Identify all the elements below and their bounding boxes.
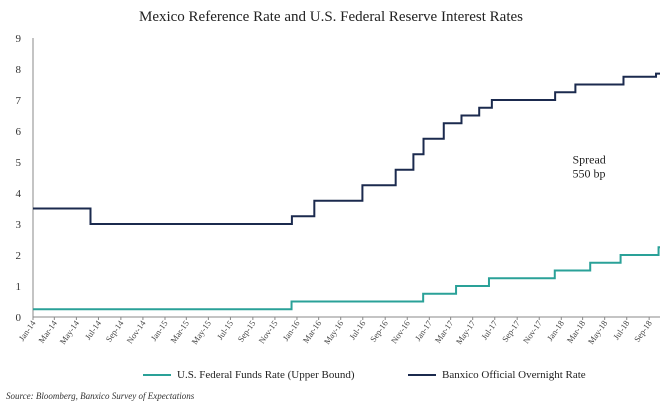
series-line-0 — [33, 246, 660, 311]
x-tick-label: Nov-15 — [256, 318, 279, 345]
x-tick-label: Jul-16 — [347, 318, 367, 341]
y-tick-label: 9 — [16, 33, 22, 45]
y-tick-label: 6 — [16, 126, 22, 138]
x-tick-label: Jul-14 — [83, 318, 104, 342]
x-tick-label: Jan-16 — [280, 318, 301, 342]
y-tick-label: 4 — [16, 188, 22, 200]
x-tick-label: Mar-18 — [565, 318, 588, 344]
x-tick-label: May-18 — [586, 318, 610, 346]
y-tick-label: 2 — [16, 250, 22, 262]
legend-swatch-banxico — [408, 374, 436, 376]
x-tick-label: May-15 — [189, 318, 213, 346]
x-tick-label: Sep-14 — [103, 318, 125, 344]
x-tick-label: May-17 — [454, 318, 478, 346]
x-tick-label: Jul-15 — [215, 318, 235, 341]
source-note: Source: Bloomberg, Banxico Survey of Exp… — [6, 391, 195, 401]
y-tick-label: 8 — [16, 64, 22, 76]
x-tick-label: Nov-17 — [521, 318, 544, 345]
x-tick-label: Sep-17 — [500, 318, 522, 343]
x-tick-label: Jul-18 — [611, 318, 631, 341]
x-tick-label: Jan-15 — [148, 318, 169, 342]
x-tick-label: Mar-17 — [433, 318, 456, 344]
x-tick-label: Jul-17 — [479, 318, 499, 341]
x-tick-label: Nov-16 — [389, 318, 412, 345]
legend-label-fed-funds: U.S. Federal Funds Rate (Upper Bound) — [177, 369, 355, 381]
x-tick-label: Mar-14 — [36, 318, 59, 345]
legend-swatch-fed-funds — [143, 374, 171, 376]
x-tick-label: Sep-16 — [368, 318, 390, 343]
x-tick-label: Mar-15 — [168, 318, 191, 344]
y-tick-label: 7 — [16, 95, 22, 107]
x-tick-label: Sep-15 — [235, 318, 257, 343]
x-tick-label: Mar-16 — [301, 318, 324, 344]
annotation-text: 550 bp — [572, 167, 605, 181]
chart-title: Mexico Reference Rate and U.S. Federal R… — [138, 9, 524, 25]
x-tick-label: Sep-18 — [632, 318, 654, 343]
x-tick-label: Jan-17 — [413, 318, 434, 342]
chart-legend: U.S. Federal Funds Rate (Upper Bound) Ba… — [0, 369, 662, 385]
x-tick-label: Jan-18 — [545, 318, 566, 342]
legend-item-fed-funds: U.S. Federal Funds Rate (Upper Bound) — [143, 369, 355, 381]
annotation-text: Spread — [572, 153, 605, 167]
x-tick-label: May-16 — [322, 318, 346, 346]
x-tick-label: May-14 — [57, 318, 81, 346]
legend-label-banxico: Banxico Official Overnight Rate — [442, 369, 586, 381]
y-tick-label: 0 — [16, 312, 22, 324]
series-line-1 — [33, 72, 660, 225]
legend-item-banxico: Banxico Official Overnight Rate — [408, 369, 586, 381]
x-tick-label: Nov-14 — [124, 318, 148, 346]
y-tick-label: 3 — [16, 219, 22, 231]
y-tick-label: 1 — [16, 281, 22, 293]
y-tick-label: 5 — [16, 157, 22, 169]
